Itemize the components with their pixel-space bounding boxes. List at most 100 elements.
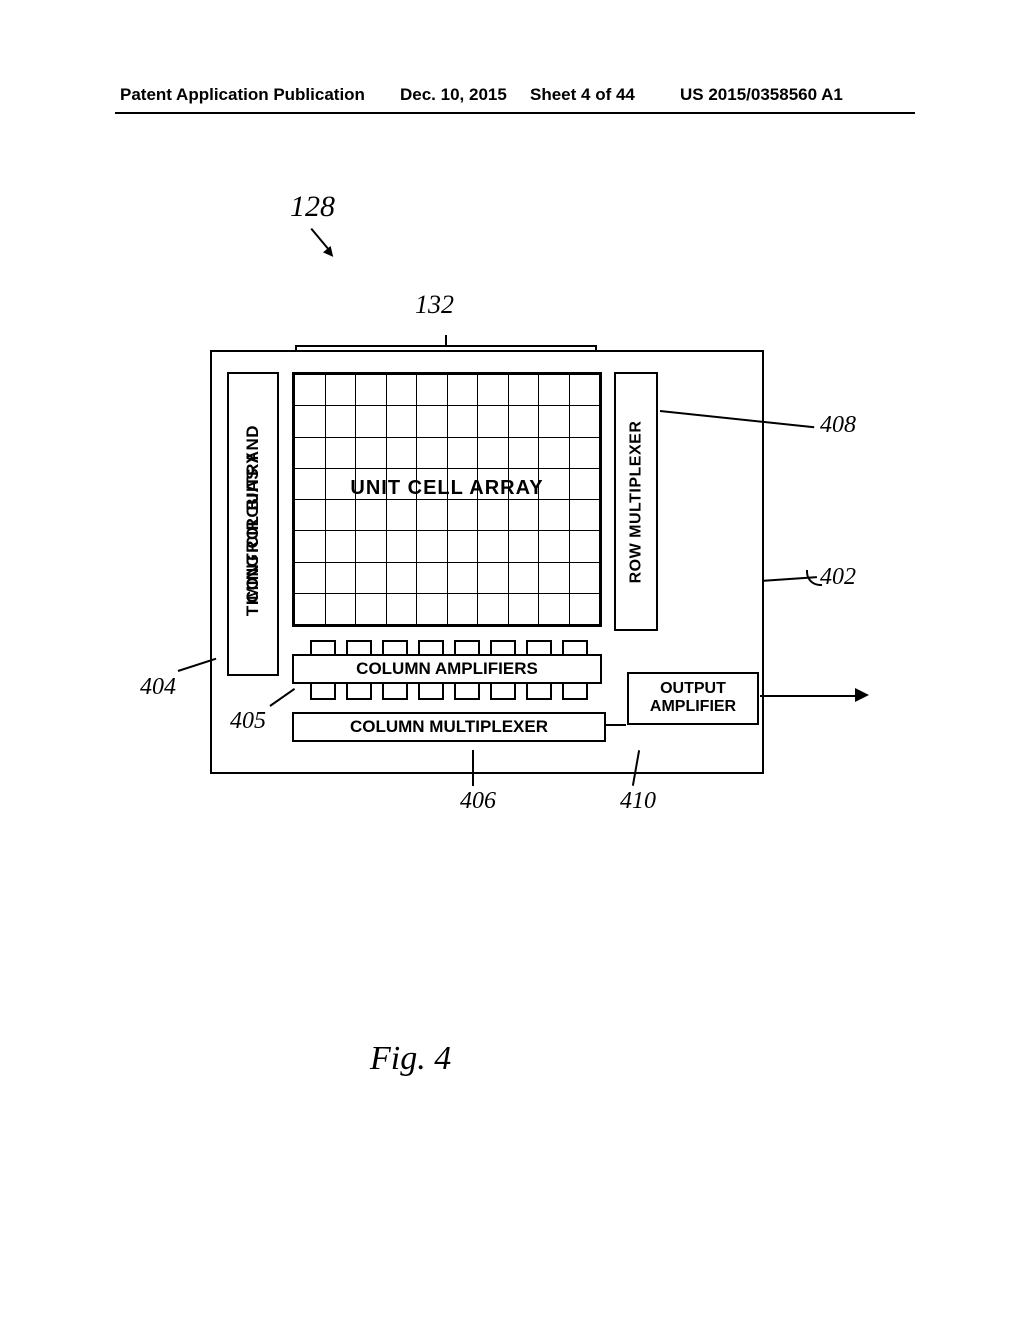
link-colmux-outamp: [604, 724, 626, 726]
sheet-number: Sheet 4 of 44: [530, 85, 635, 105]
unit-cell: [478, 500, 509, 531]
staple-connector: [490, 684, 516, 700]
staple-connector: [382, 640, 408, 656]
unit-cell: [569, 531, 600, 562]
page-root: Patent Application Publication Dec. 10, …: [0, 0, 1024, 1320]
staple-connector: [382, 684, 408, 700]
unit-cell: [539, 593, 570, 624]
unit-cell: [569, 406, 600, 437]
unit-cell: [417, 437, 448, 468]
unit-cell: [325, 406, 356, 437]
unit-cell: [508, 500, 539, 531]
unit-cell: [539, 531, 570, 562]
unit-cell: [508, 375, 539, 406]
staple-connector: [418, 684, 444, 700]
ref-402-hook: [806, 570, 822, 586]
unit-cell: [508, 593, 539, 624]
unit-cell: [325, 500, 356, 531]
unit-cell: [356, 437, 387, 468]
column-amplifiers-wrap: COLUMN AMPLIFIERS: [292, 640, 602, 698]
unit-cell: [569, 375, 600, 406]
figure-caption: Fig. 4: [370, 1040, 451, 1078]
staple-connector: [454, 684, 480, 700]
brace-132-center-tick: [445, 335, 447, 345]
unit-cell: [386, 500, 417, 531]
staple-connector: [310, 684, 336, 700]
unit-cell: [356, 531, 387, 562]
output-amplifier-label-2: AMPLIFIER: [633, 698, 753, 716]
unit-cell: [417, 406, 448, 437]
unit-cell: [295, 562, 326, 593]
column-amplifier-staples-bottom: [292, 684, 602, 698]
header-rule: [115, 112, 915, 114]
unit-cell: [356, 500, 387, 531]
unit-cell: [295, 531, 326, 562]
unit-cell: [386, 531, 417, 562]
control-block-label-2: TIMING CIRCUITRY: [243, 452, 263, 616]
unit-cell: [356, 562, 387, 593]
unit-cell: [386, 406, 417, 437]
unit-cell: [325, 593, 356, 624]
unit-cell: [325, 437, 356, 468]
ref-406-label: 406: [460, 788, 496, 815]
unit-cell: [447, 593, 478, 624]
ref-405-label: 405: [230, 708, 266, 735]
column-multiplexer-label: COLUMN MULTIPLEXER: [292, 712, 606, 742]
unit-cell: [295, 406, 326, 437]
control-block: CONTROL BIAS AND TIMING CIRCUITRY: [227, 372, 279, 676]
unit-cell: [478, 531, 509, 562]
unit-cell: [295, 437, 326, 468]
unit-cell: [325, 375, 356, 406]
staple-connector: [310, 640, 336, 656]
ref-410-label: 410: [620, 788, 656, 815]
unit-cell: [447, 500, 478, 531]
unit-cell: [539, 406, 570, 437]
unit-cell: [386, 375, 417, 406]
control-block-lines: CONTROL BIAS AND TIMING CIRCUITRY: [227, 504, 279, 544]
unit-cell: [539, 500, 570, 531]
unit-cell: [295, 375, 326, 406]
output-arrow-line: [760, 695, 855, 697]
output-amplifier-label-1: OUTPUT: [633, 680, 753, 698]
staple-connector: [562, 640, 588, 656]
unit-cell: [447, 375, 478, 406]
unit-cell: [478, 437, 509, 468]
ref-128-label: 128: [290, 190, 335, 224]
unit-cell: [356, 406, 387, 437]
unit-cell: [508, 437, 539, 468]
unit-cell: [295, 500, 326, 531]
unit-cell: [417, 531, 448, 562]
staple-connector: [526, 640, 552, 656]
unit-cell: [447, 437, 478, 468]
unit-cell: [539, 562, 570, 593]
unit-cell: [356, 593, 387, 624]
staple-connector: [454, 640, 480, 656]
staple-connector: [526, 684, 552, 700]
unit-cell: [447, 531, 478, 562]
ref-408-label: 408: [820, 412, 856, 439]
unit-cell: [386, 562, 417, 593]
ref-132-label: 132: [415, 290, 454, 320]
unit-cell: [356, 375, 387, 406]
unit-cell: [478, 593, 509, 624]
publication-label: Patent Application Publication: [120, 85, 365, 105]
column-amplifiers-label: COLUMN AMPLIFIERS: [292, 654, 602, 684]
unit-cell: [569, 437, 600, 468]
unit-cell: [417, 375, 448, 406]
row-multiplexer-label: ROW MULTIPLEXER: [627, 420, 645, 583]
unit-cell: [508, 562, 539, 593]
unit-cell: [295, 593, 326, 624]
unit-cell: [417, 562, 448, 593]
unit-cell: [325, 531, 356, 562]
unit-cell: [539, 437, 570, 468]
unit-cell: [386, 593, 417, 624]
unit-cell: [478, 406, 509, 437]
output-amplifier-block: OUTPUT AMPLIFIER: [627, 672, 759, 725]
staple-connector: [418, 640, 444, 656]
staple-connector: [346, 640, 372, 656]
ref-406-leader: [472, 750, 474, 786]
publication-number: US 2015/0358560 A1: [680, 85, 843, 105]
ref-402-label: 402: [820, 564, 856, 591]
unit-cell: [417, 500, 448, 531]
unit-cell: [447, 406, 478, 437]
